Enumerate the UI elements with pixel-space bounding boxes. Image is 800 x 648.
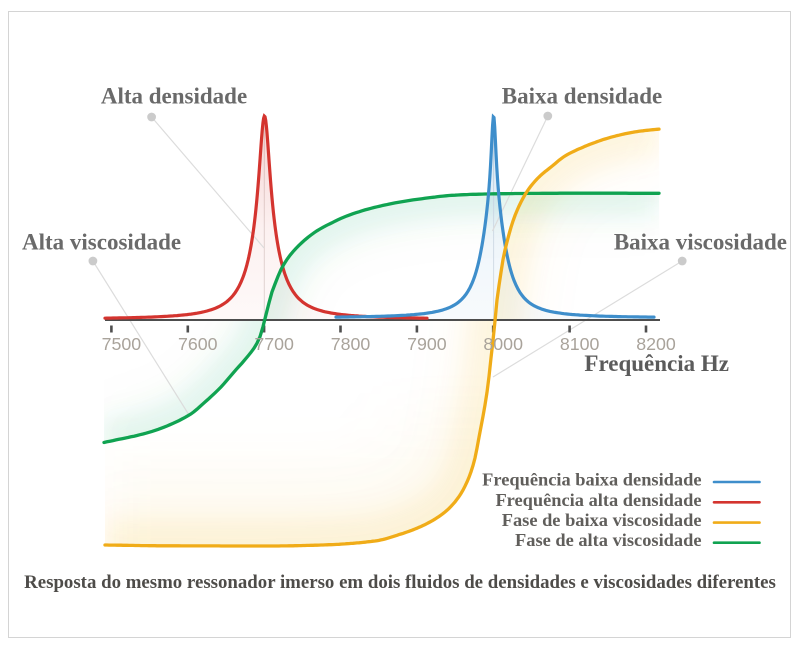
svg-text:Alta viscosidade: Alta viscosidade [22, 230, 181, 255]
svg-text:7700: 7700 [254, 334, 294, 354]
svg-text:Fase de baixa viscosidade: Fase de baixa viscosidade [502, 510, 702, 530]
svg-text:Alta densidade: Alta densidade [101, 84, 247, 109]
svg-text:8100: 8100 [560, 334, 600, 354]
svg-text:Baixa viscosidade: Baixa viscosidade [614, 230, 787, 255]
svg-text:Frequência baixa densidade: Frequência baixa densidade [482, 470, 701, 490]
svg-text:Frequência Hz: Frequência Hz [584, 351, 729, 376]
svg-text:Fase de alta viscosidade: Fase de alta viscosidade [515, 530, 701, 550]
svg-text:7900: 7900 [407, 334, 447, 354]
svg-text:Frequência alta densidade: Frequência alta densidade [495, 490, 701, 510]
svg-text:7600: 7600 [178, 334, 218, 354]
svg-text:7800: 7800 [331, 334, 371, 354]
svg-text:8000: 8000 [483, 334, 523, 354]
svg-text:Resposta do mesmo ressonador i: Resposta do mesmo ressonador imerso em d… [24, 572, 776, 593]
svg-text:8200: 8200 [636, 334, 676, 354]
svg-text:Baixa densidade: Baixa densidade [502, 84, 662, 109]
svg-text:7500: 7500 [102, 334, 142, 354]
